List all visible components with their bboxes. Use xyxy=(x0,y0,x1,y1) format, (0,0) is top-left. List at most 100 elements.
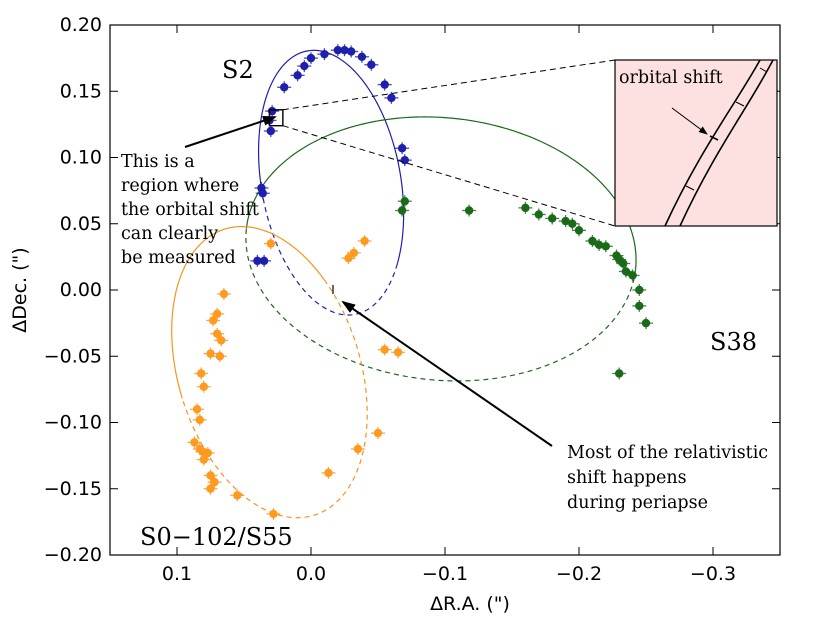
data-point xyxy=(207,476,222,489)
data-point xyxy=(346,246,361,259)
data-point xyxy=(210,307,225,320)
data-point xyxy=(632,299,647,312)
data-point xyxy=(364,58,379,71)
x-tick-label: −0.1 xyxy=(422,563,468,585)
data-point xyxy=(266,507,281,520)
data-point xyxy=(297,60,312,73)
data-point xyxy=(592,238,607,251)
data-point xyxy=(598,240,613,253)
orbit-solid xyxy=(257,49,405,264)
periapse-note-line-1: Most of the relativistic xyxy=(567,443,768,463)
data-point xyxy=(572,224,586,237)
box-note: This is a region where the orbital shift… xyxy=(121,152,259,268)
x-tick-label: 0.0 xyxy=(296,563,326,585)
y-tick-label: 0.20 xyxy=(60,14,102,36)
data-point xyxy=(357,234,372,247)
y-axis-label: ΔDec. (") xyxy=(9,247,31,332)
orbit-solid xyxy=(245,116,637,270)
data-point xyxy=(377,78,392,91)
data-point xyxy=(230,489,245,502)
data-point xyxy=(397,195,412,208)
inset-shift-marker-3 xyxy=(735,101,745,107)
box-note-line-4: can clearly xyxy=(121,224,218,244)
orbit-curves xyxy=(171,49,637,519)
data-point xyxy=(255,187,270,200)
y-tick-label: −0.15 xyxy=(44,478,102,500)
data-point xyxy=(290,69,305,82)
data-point xyxy=(625,269,640,282)
zoom-connector-top xyxy=(282,59,616,111)
data-point xyxy=(304,52,318,65)
y-axis-ticks: 0.20 0.15 0.10 0.05 0.00 −0.05 −0.10 −0.15 −0.20 xyxy=(44,14,780,566)
data-point xyxy=(214,334,229,347)
inset-shift-marker-1 xyxy=(685,185,695,191)
box-note-line-1: This is a xyxy=(121,152,195,172)
data-point xyxy=(277,81,292,94)
data-point xyxy=(639,317,653,330)
data-point xyxy=(263,237,278,250)
y-tick-label: 0.00 xyxy=(60,279,102,301)
data-point xyxy=(200,446,215,459)
data-point xyxy=(187,436,202,449)
data-point xyxy=(371,427,385,440)
data-point xyxy=(344,45,359,58)
inset-label: orbital shift xyxy=(619,68,723,88)
inset-orbit-new xyxy=(679,59,774,227)
label-s2: S2 xyxy=(222,56,254,84)
periapse-note: Most of the relativistic shift happens d… xyxy=(567,443,768,513)
y-tick-label: 0.05 xyxy=(60,213,102,235)
orbit-dashed xyxy=(261,194,398,316)
y-tick-label: −0.10 xyxy=(44,412,102,434)
data-point xyxy=(612,367,627,380)
x-axis-label: ΔR.A. (") xyxy=(430,593,510,615)
data-point xyxy=(206,314,221,327)
data-point xyxy=(462,204,477,217)
data-point xyxy=(391,346,406,359)
label-s38: S38 xyxy=(710,328,757,356)
data-point xyxy=(518,201,533,214)
inset-shift-marker-4 xyxy=(759,67,768,73)
data-point xyxy=(203,482,218,495)
y-tick-label: 0.15 xyxy=(60,80,102,102)
inset-background xyxy=(614,59,778,227)
data-point xyxy=(384,91,399,104)
data-point xyxy=(190,403,205,416)
inset-shift-marker-2 xyxy=(709,135,719,141)
data-point xyxy=(210,327,225,340)
data-point xyxy=(203,347,218,360)
orbit-solid xyxy=(171,225,325,399)
data-point xyxy=(377,343,392,356)
periapse-note-line-2: shift happens xyxy=(567,468,687,488)
data-point xyxy=(263,125,278,137)
y-tick-label: 0.10 xyxy=(60,147,102,169)
orbit-data-points xyxy=(187,44,653,520)
data-point xyxy=(395,142,410,155)
periapse-note-line-3: during periapse xyxy=(567,493,708,513)
data-point xyxy=(565,217,580,230)
orbit-dashed xyxy=(181,279,368,519)
y-tick-label: −0.05 xyxy=(44,345,102,367)
label-s55: S0−102/S55 xyxy=(140,523,293,551)
data-point xyxy=(341,252,356,265)
data-point xyxy=(265,105,280,118)
data-point xyxy=(212,350,227,363)
periapse-note-arrow xyxy=(341,300,553,447)
data-point xyxy=(545,212,560,225)
data-point xyxy=(257,254,272,267)
y-tick-label: −0.20 xyxy=(44,544,102,566)
x-axis-ticks: 0.1 0.0 −0.1 −0.2 −0.3 xyxy=(162,25,736,585)
inset-arrow xyxy=(671,107,708,135)
data-point xyxy=(194,367,209,380)
zoom-connector-bottom xyxy=(282,125,616,227)
inset-panel: orbital shift xyxy=(614,59,778,227)
data-point xyxy=(350,443,365,455)
data-point xyxy=(203,469,218,482)
data-point xyxy=(632,284,647,296)
data-point xyxy=(531,208,546,221)
x-tick-label: −0.2 xyxy=(556,563,602,585)
data-point xyxy=(317,48,332,61)
box-note-line-5: be measured xyxy=(121,248,236,268)
box-note-arrow xyxy=(184,116,277,148)
data-point xyxy=(196,380,211,393)
